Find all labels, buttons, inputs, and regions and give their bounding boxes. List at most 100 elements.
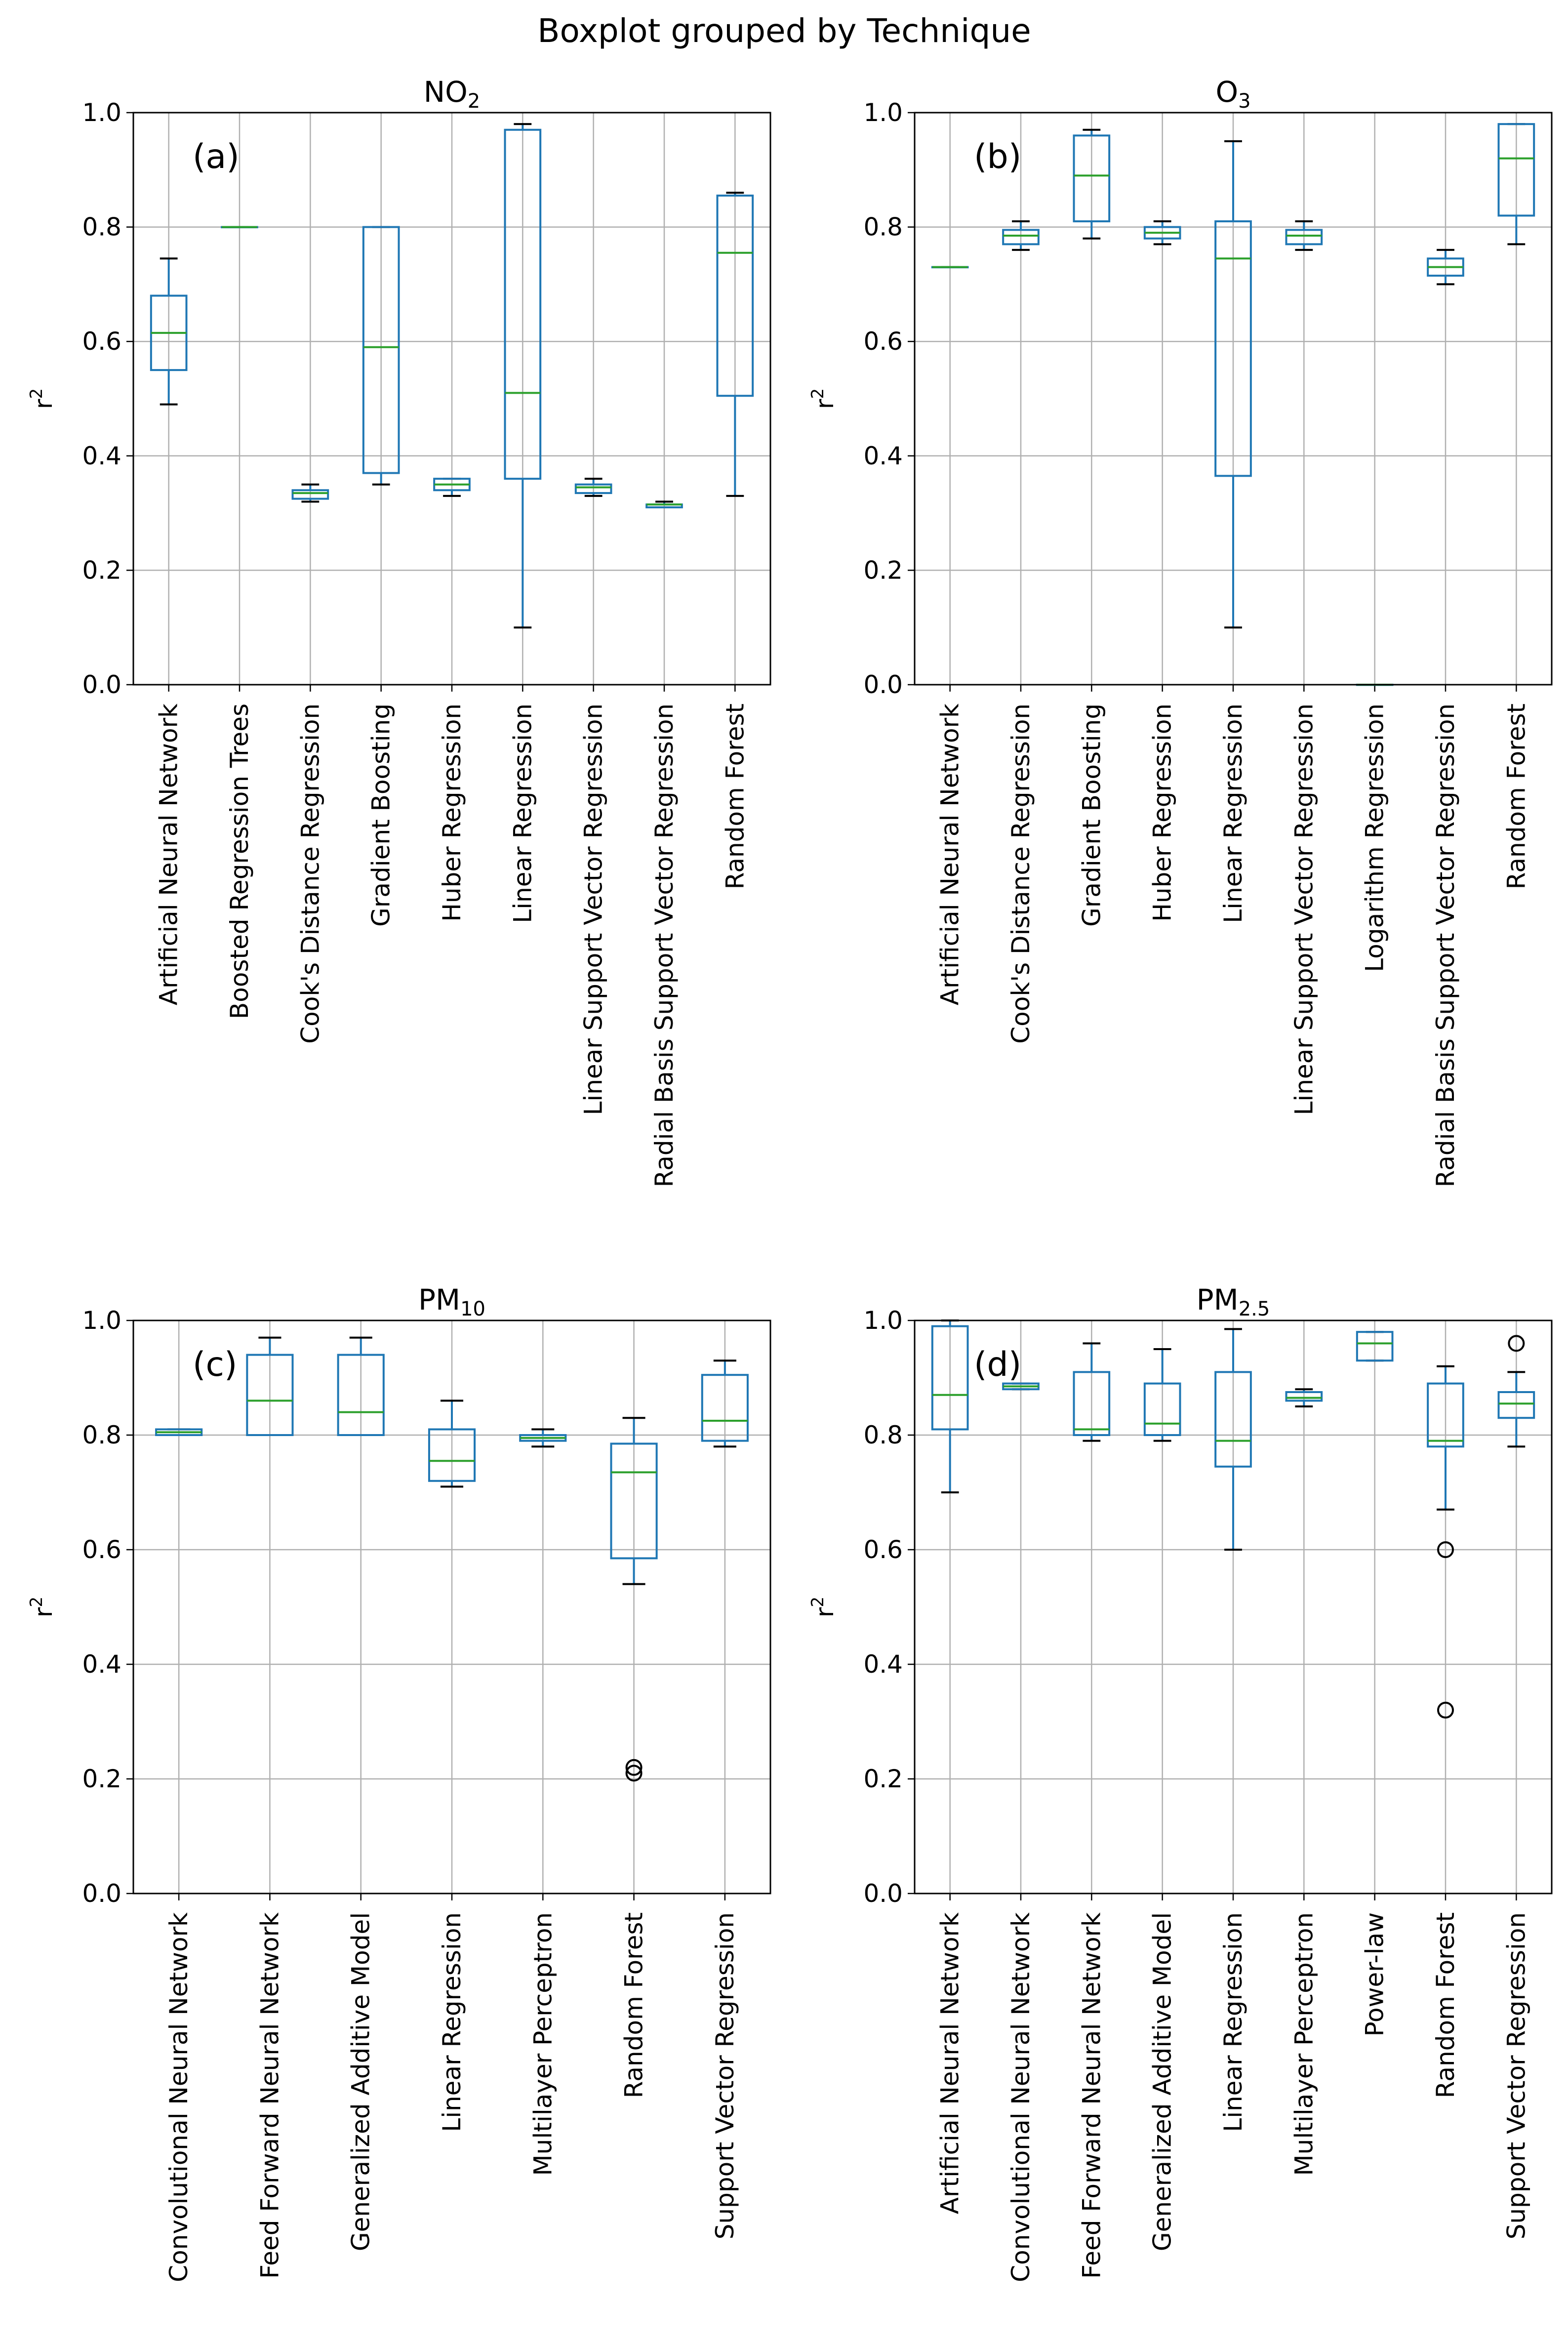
y-tick-label: 0.0 xyxy=(863,670,903,699)
iqr-box xyxy=(931,1325,969,1431)
y-tick-label: 0.2 xyxy=(82,1765,121,1793)
x-tick-label: Artificial Neural Network xyxy=(155,703,183,1005)
x-tick-label: Gradient Boosting xyxy=(1077,703,1106,927)
box-9 xyxy=(1497,123,1535,246)
axes-frame xyxy=(132,1319,771,1894)
y-tick-label: 1.0 xyxy=(82,98,121,127)
iqr-box xyxy=(428,1428,476,1482)
x-tick-label: Random Forest xyxy=(721,703,749,889)
x-tick-label: Boosted Regression Trees xyxy=(225,703,254,1019)
box-6 xyxy=(504,123,542,629)
iqr-box xyxy=(610,1442,658,1560)
box-8 xyxy=(1427,1365,1464,1719)
box-4 xyxy=(428,1400,476,1488)
iqr-box xyxy=(1427,1382,1464,1448)
x-tick-label: Random Forest xyxy=(1431,1912,1460,2098)
y-tick-label: 0.6 xyxy=(863,1535,903,1564)
iqr-box xyxy=(1073,1371,1111,1436)
x-tick-label: Random Forest xyxy=(1502,703,1530,889)
axes-frame xyxy=(914,112,1553,686)
y-tick-label: 0.0 xyxy=(82,670,121,699)
y-tick-label: 0.4 xyxy=(863,1650,903,1679)
x-tick-label: Convolutional Neural Network xyxy=(164,1912,193,2282)
box-1 xyxy=(931,266,969,269)
box-5 xyxy=(1214,140,1252,629)
iqr-box xyxy=(291,489,329,500)
x-tick-label: Cook's Distance Regression xyxy=(296,703,324,1044)
y-tick-label: 1.0 xyxy=(863,1306,903,1335)
y-tick-label: 1.0 xyxy=(863,98,903,127)
box-2 xyxy=(1002,220,1040,251)
subplot-1: 0.0 0.2 0.4 0.6 0.8 1.0 Artificial Neural Netw… xyxy=(27,75,771,1187)
x-tick-label: Gradient Boosting xyxy=(367,703,396,927)
y-tick-label: 0.6 xyxy=(82,1535,121,1564)
y-tick-label: 0.8 xyxy=(863,1421,903,1449)
y-tick-label: 0.2 xyxy=(82,556,121,584)
iqr-box xyxy=(1002,229,1040,246)
x-tick-label: Radial Basis Support Vector Regression xyxy=(650,703,679,1187)
iqr-box xyxy=(1214,1371,1252,1468)
x-tick-label: Generalized Additive Model xyxy=(1148,1912,1177,2251)
y-tick-label: 1.0 xyxy=(82,1306,121,1335)
box-6 xyxy=(1285,1388,1323,1407)
subplot-title: NO2 xyxy=(424,75,481,113)
outlier-point xyxy=(1508,1335,1525,1352)
subplot-3: 0.0 0.2 0.4 0.6 0.8 1.0 Convolutional Neural N… xyxy=(27,1283,771,2282)
outlier-point xyxy=(625,1765,643,1782)
x-tick-label: Linear Regression xyxy=(1219,1912,1247,2132)
box-3 xyxy=(291,483,329,503)
iqr-box xyxy=(362,226,400,474)
x-tick-label: Support Vector Regression xyxy=(1502,1912,1530,2239)
iqr-box xyxy=(574,483,612,494)
y-axis-label: r2 xyxy=(808,388,839,409)
x-tick-label: Feed Forward Neural Network xyxy=(1077,1912,1106,2279)
iqr-box xyxy=(246,1354,294,1437)
subplot-title: PM2.5 xyxy=(1197,1283,1270,1320)
x-tick-label: Artificial Neural Network xyxy=(936,1912,965,2214)
axes-frame xyxy=(132,112,771,686)
iqr-box xyxy=(1214,220,1252,477)
x-tick-label: Random Forest xyxy=(620,1912,648,2098)
box-7 xyxy=(701,1359,749,1448)
panel-label: (a) xyxy=(193,137,240,176)
box-3 xyxy=(1073,1342,1111,1442)
x-tick-label: Multilayer Perceptron xyxy=(1289,1912,1318,2176)
x-tick-label: Convolutional Neural Network xyxy=(1006,1912,1035,2282)
box-4 xyxy=(362,226,400,486)
box-9 xyxy=(1497,1335,1535,1448)
x-tick-label: Linear Regression xyxy=(438,1912,466,2132)
y-axis-label: r2 xyxy=(27,388,58,409)
iqr-box xyxy=(1497,1391,1535,1419)
y-tick-label: 0.0 xyxy=(863,1879,903,1908)
y-tick-label: 0.8 xyxy=(863,213,903,242)
box-7 xyxy=(574,478,612,497)
box-9 xyxy=(716,192,754,497)
iqr-box xyxy=(337,1354,385,1437)
iqr-box xyxy=(1143,1382,1181,1437)
x-tick-label: Huber Regression xyxy=(1148,703,1177,922)
iqr-box xyxy=(1356,1331,1394,1362)
subplot-title: O3 xyxy=(1215,75,1250,113)
iqr-box xyxy=(1073,134,1111,223)
box-4 xyxy=(1143,1348,1181,1442)
y-tick-label: 0.6 xyxy=(863,327,903,356)
box-8 xyxy=(645,500,683,509)
x-tick-label: Cook's Distance Regression xyxy=(1006,703,1035,1044)
subplot-4: 0.0 0.2 0.4 0.6 0.8 1.0 Artificial Neural Netw… xyxy=(808,1283,1553,2282)
iqr-box xyxy=(1285,1391,1323,1402)
x-tick-label: Generalized Additive Model xyxy=(347,1912,375,2251)
box-5 xyxy=(1214,1328,1252,1551)
x-tick-label: Radial Basis Support Vector Regression xyxy=(1431,703,1460,1187)
box-5 xyxy=(433,478,471,497)
box-1 xyxy=(155,1428,203,1436)
y-tick-label: 0.4 xyxy=(82,1650,121,1679)
panel-label: (c) xyxy=(193,1345,237,1384)
box-6 xyxy=(610,1417,658,1782)
outlier-point xyxy=(1437,1541,1454,1558)
y-tick-label: 0.2 xyxy=(863,556,903,584)
subplot-2: 0.0 0.2 0.4 0.6 0.8 1.0 Artificial Neural Netw… xyxy=(808,75,1553,1187)
box-8 xyxy=(1427,248,1464,286)
iqr-box xyxy=(716,194,754,397)
